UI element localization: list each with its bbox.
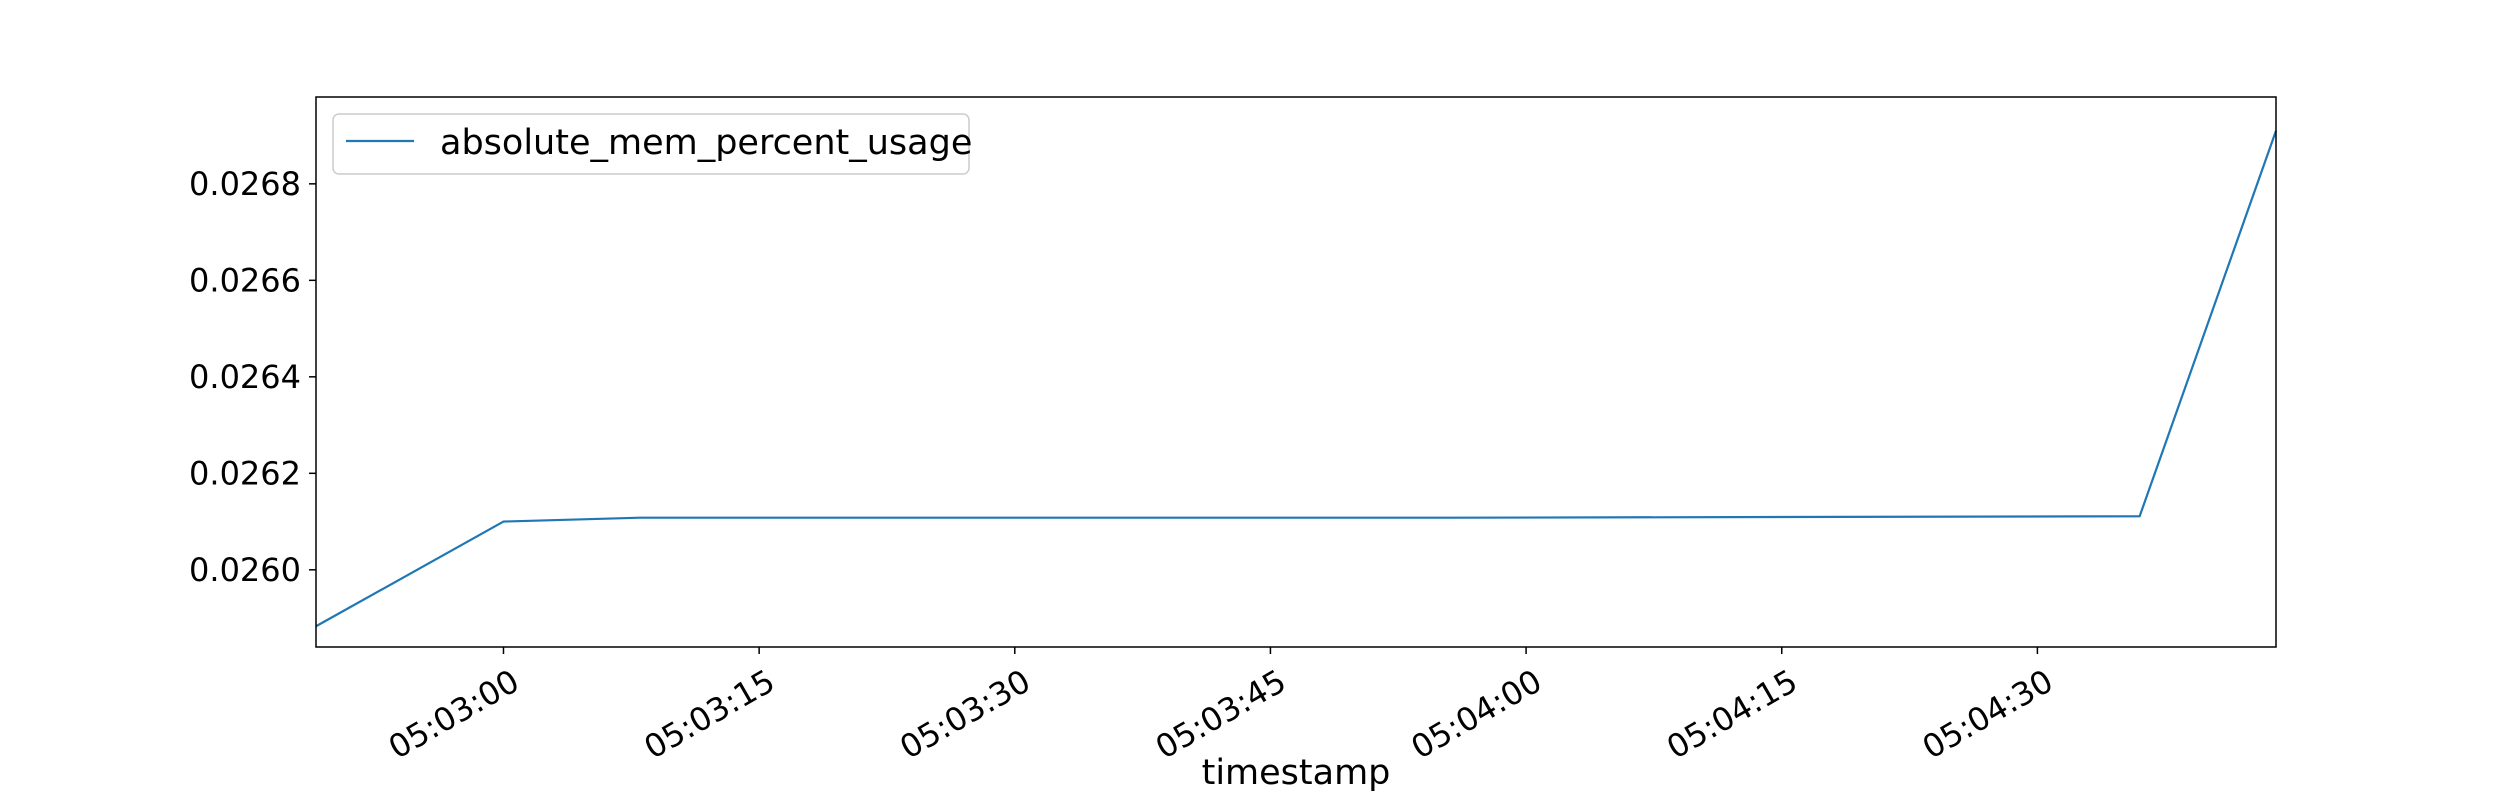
x-tick-label: 05:04:00 [1405,662,1548,767]
y-axis: 0.0260 0.0262 0.0264 0.0266 0.0268 [189,165,316,589]
x-tick-label: 05:03:30 [893,662,1036,767]
x-axis: 05:03:00 05:03:15 05:03:30 05:03:45 05:04:00… [382,647,2059,767]
series-layer [315,130,2278,628]
plot-area [316,97,2276,647]
y-tick-label: 0.0264 [189,358,301,396]
plot-frame [315,96,2277,648]
y-tick-label: 0.0268 [189,165,301,203]
x-tick-label: 05:04:15 [1660,662,1803,767]
x-tick-label: 05:04:30 [1916,662,2059,767]
y-tick-label: 0.0262 [189,455,301,493]
legend: absolute_mem_percent_usage [332,113,972,175]
x-tick-label: 05:03:45 [1149,662,1292,767]
x-tick-label: 05:03:15 [638,662,781,767]
x-axis-title: timestamp [1202,753,1391,793]
x-tick-label: 05:03:00 [382,662,525,767]
legend-label: absolute_mem_percent_usage [440,123,972,163]
y-tick-label: 0.0266 [189,262,301,300]
legend-box [332,113,970,175]
series-line [315,130,2278,628]
y-tick-label: 0.0260 [189,551,301,589]
